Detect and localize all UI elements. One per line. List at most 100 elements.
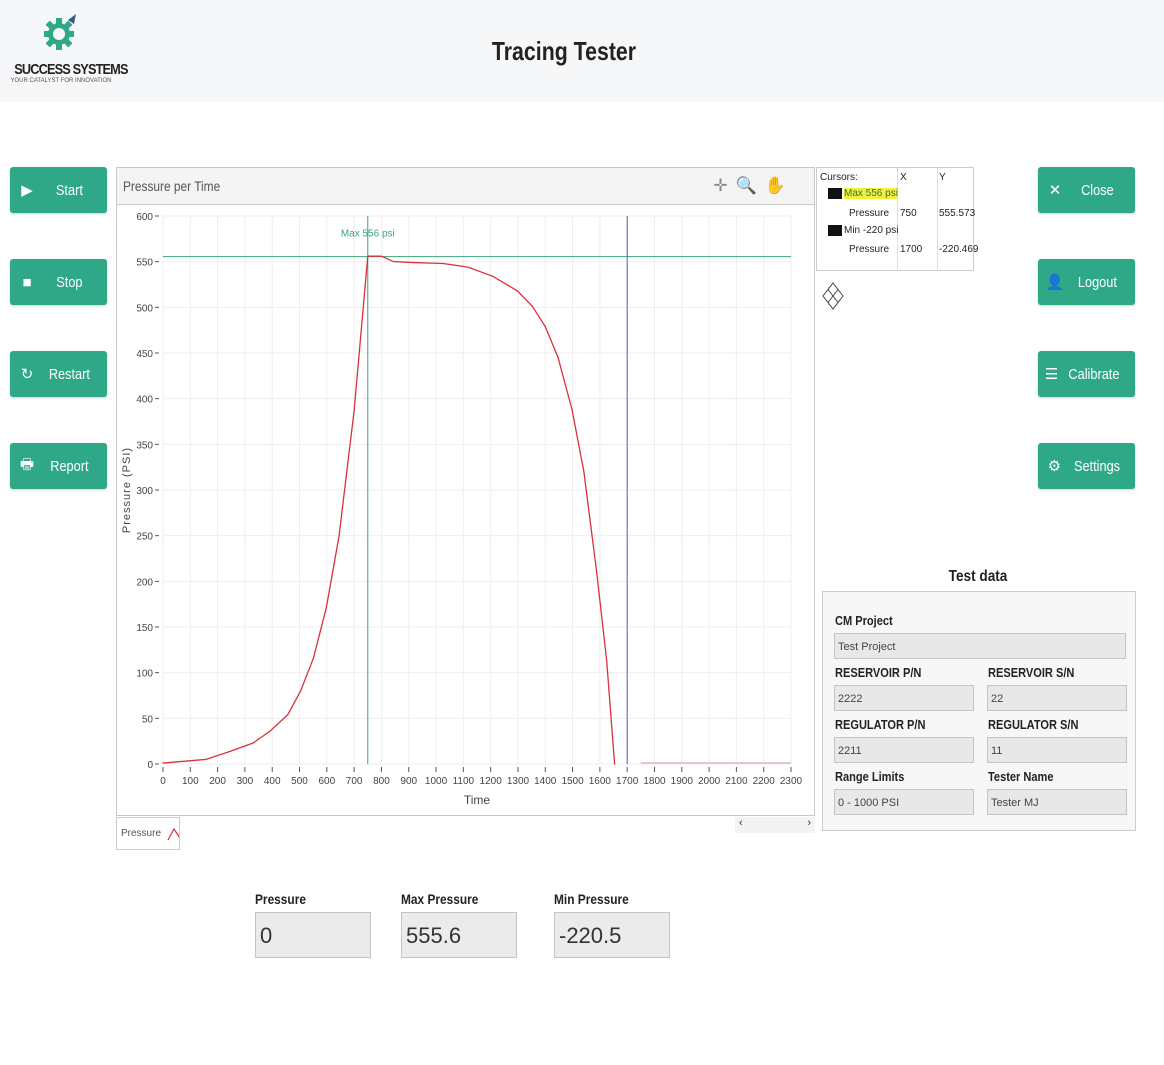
y-axis-label: Pressure (PSI) bbox=[121, 447, 133, 533]
x-axis-label: Time bbox=[464, 793, 491, 807]
max-pressure-readout: 555.6 bbox=[401, 912, 517, 958]
test-data-title: Test data bbox=[948, 568, 1008, 585]
cursor-item-max[interactable]: Max 556 psi bbox=[820, 188, 898, 200]
sliders-icon: ☰ bbox=[1044, 366, 1059, 383]
logo: SUCCESS SYSTEMS YOUR CATALYST FOR INNOVA… bbox=[6, 12, 128, 84]
page-title: Tracing Tester bbox=[491, 36, 637, 66]
data-point bbox=[312, 657, 315, 659]
chart-legend[interactable]: Pressure bbox=[116, 817, 180, 850]
data-point bbox=[571, 409, 573, 411]
x-tick-label: 100 bbox=[182, 776, 199, 787]
y-tick-label: 600 bbox=[136, 212, 153, 223]
calibrate-button[interactable]: ☰ Calibrate bbox=[1038, 351, 1135, 397]
gear-logo-icon bbox=[44, 14, 76, 50]
x-tick-label: 2300 bbox=[780, 776, 803, 787]
scroll-left-icon[interactable]: ‹ bbox=[739, 817, 743, 829]
data-point bbox=[442, 262, 444, 265]
restart-button[interactable]: ↻ Restart bbox=[10, 351, 107, 397]
close-icon: ✕ bbox=[1048, 182, 1062, 199]
x-tick-label: 600 bbox=[318, 776, 335, 787]
gear-icon: ⚙ bbox=[1047, 458, 1062, 475]
x-tick-label: 2200 bbox=[753, 776, 776, 787]
zoom-icon[interactable]: 🔍 bbox=[735, 176, 757, 195]
stop-button[interactable]: ■ Stop bbox=[10, 259, 107, 305]
play-icon: ▶ bbox=[21, 182, 33, 199]
data-point bbox=[269, 730, 271, 732]
x-tick-label: 300 bbox=[237, 776, 254, 787]
x-tick-label: 1100 bbox=[453, 776, 475, 787]
settings-button[interactable]: ⚙ Settings bbox=[1038, 443, 1135, 489]
data-point bbox=[229, 750, 232, 752]
cm-project-field[interactable]: Test Project bbox=[834, 633, 1126, 659]
cursors-col-y: Y bbox=[939, 172, 946, 183]
x-tick-label: 1400 bbox=[534, 776, 557, 787]
max-pressure-label: Max Pressure bbox=[401, 891, 479, 907]
print-icon: 🖶 bbox=[19, 455, 35, 473]
data-point bbox=[544, 325, 546, 328]
y-tick-label: 250 bbox=[136, 532, 153, 543]
data-point bbox=[467, 266, 469, 268]
cursor-plot: Pressure bbox=[849, 244, 890, 255]
x-tick-label: 200 bbox=[209, 776, 226, 787]
cursor-item-min[interactable]: Min -220 psi bbox=[820, 225, 898, 236]
y-tick-label: 450 bbox=[136, 349, 153, 360]
x-tick-label: 1800 bbox=[643, 776, 666, 787]
crosshair-icon[interactable]: ✛ bbox=[713, 176, 728, 195]
x-tick-label: 500 bbox=[291, 776, 308, 787]
series-line-pressure bbox=[163, 255, 616, 764]
chart-title: Pressure per Time bbox=[123, 178, 221, 194]
data-point bbox=[413, 261, 415, 264]
regulator-pn-field[interactable]: 2211 bbox=[834, 737, 974, 763]
data-point bbox=[393, 261, 395, 263]
y-tick-label: 550 bbox=[136, 258, 153, 269]
logout-button[interactable]: 👤 Logout bbox=[1038, 259, 1135, 305]
report-button[interactable]: 🖶 Report bbox=[10, 443, 107, 489]
test-data-panel: CM Project Test Project RESERVOIR P/N 22… bbox=[822, 591, 1136, 831]
reservoir-pn-field[interactable]: 2222 bbox=[834, 685, 974, 711]
close-button[interactable]: ✕ Close bbox=[1038, 167, 1135, 213]
data-point bbox=[162, 762, 164, 764]
cursor-y: -220.469 bbox=[939, 244, 979, 255]
logout-label: Logout bbox=[1077, 273, 1117, 291]
cursor-y: 555.573 bbox=[939, 208, 976, 219]
data-point bbox=[252, 742, 254, 744]
cursors-col-x: X bbox=[900, 172, 907, 183]
start-label: Start bbox=[55, 181, 83, 199]
logo-tagline: YOUR CATALYST FOR INNOVATION bbox=[10, 78, 112, 84]
min-pressure-readout: -220.5 bbox=[554, 912, 670, 958]
data-point bbox=[338, 535, 340, 537]
line-series-icon bbox=[167, 827, 179, 840]
tester-name-field[interactable]: Tester MJ bbox=[987, 789, 1127, 815]
reservoir-sn-field[interactable]: 22 bbox=[987, 685, 1127, 711]
regulator-sn-field[interactable]: 11 bbox=[987, 737, 1127, 763]
stop-icon: ■ bbox=[22, 273, 32, 291]
start-button[interactable]: ▶ Start bbox=[10, 167, 107, 213]
data-point bbox=[516, 290, 519, 292]
user-icon: 👤 bbox=[1045, 274, 1065, 291]
cursor-annotation: Max 556 psi bbox=[341, 229, 395, 240]
x-tick-label: 1700 bbox=[616, 776, 639, 787]
plot-area[interactable]: 0 100 200 300 400 500 600 700 800 900 1000 1100 1200… bbox=[117, 206, 814, 816]
scroll-right-icon[interactable]: › bbox=[807, 817, 811, 829]
y-tick-label: 0 bbox=[147, 760, 153, 771]
chart-scrollbar[interactable]: ‹ › bbox=[735, 817, 815, 833]
data-point bbox=[595, 570, 598, 572]
x-tick-label: 1600 bbox=[589, 776, 612, 787]
y-tick-label: 300 bbox=[136, 486, 153, 497]
y-tick-label: 150 bbox=[136, 623, 153, 634]
legend-label: Pressure bbox=[121, 828, 162, 839]
reservoir-pn-label: RESERVOIR P/N bbox=[835, 665, 922, 680]
cursors-header: Cursors: bbox=[820, 172, 858, 183]
pan-hand-icon[interactable]: ✋ bbox=[764, 176, 786, 195]
y-tick-label: 500 bbox=[136, 303, 153, 314]
cursor-x: 1700 bbox=[900, 244, 923, 255]
cursor-move-icon[interactable] bbox=[822, 282, 844, 310]
range-limits-field[interactable]: 0 - 1000 PSI bbox=[834, 789, 974, 815]
data-point bbox=[300, 690, 302, 692]
calibrate-label: Calibrate bbox=[1068, 365, 1120, 383]
x-tick-label: 1300 bbox=[507, 776, 530, 787]
y-tick-label: 200 bbox=[136, 577, 153, 588]
cm-project-label: CM Project bbox=[835, 613, 893, 628]
x-tick-label: 1200 bbox=[480, 776, 503, 787]
close-label: Close bbox=[1081, 181, 1114, 199]
